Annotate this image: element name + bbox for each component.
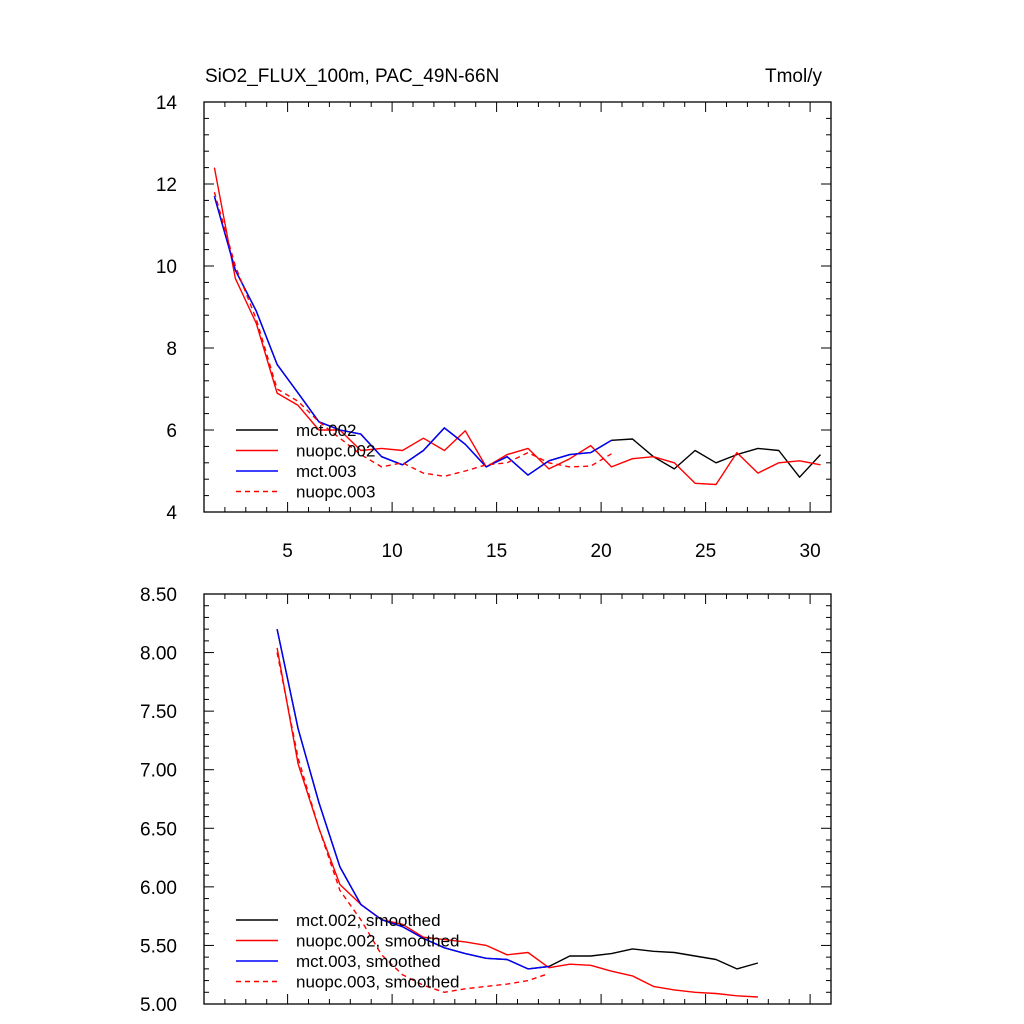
y-tick-label: 14	[156, 93, 178, 114]
y-tick-label: 6	[166, 421, 177, 442]
y-tick-label: 8	[166, 339, 177, 360]
y-tick-label: 5.00	[140, 995, 177, 1016]
x-tick-label: 30	[800, 541, 821, 562]
y-tick-label: 10	[156, 257, 177, 278]
y-tick-label: 12	[156, 175, 177, 196]
y-tick-label: 7.50	[140, 702, 177, 723]
legend-label: mct.002	[296, 421, 356, 440]
y-tick-label: 8.00	[140, 644, 177, 665]
y-tick-label: 6.00	[140, 878, 177, 899]
chart-title: SiO2_FLUX_100m, PAC_49N-66N	[205, 66, 499, 87]
series-line-nuopc-002-smoothed	[276, 647, 758, 998]
x-tick-label: 15	[486, 541, 507, 562]
legend-label: nuopc.003, smoothed	[296, 973, 460, 992]
x-tick-label: 25	[695, 541, 716, 562]
legend-label: nuopc.002, smoothed	[296, 932, 460, 951]
y-tick-label: 7.00	[140, 761, 177, 782]
y-tick-label: 4	[166, 503, 177, 524]
y-tick-label: 6.50	[140, 819, 177, 840]
series-line-nuopc-003	[213, 192, 612, 477]
x-tick-label: 10	[382, 541, 403, 562]
bottom-panel: 5.00 5.50 6.00 6.50 7.00 7.50 8.00 8.50 mct.002,…	[140, 585, 832, 1016]
legend-label: mct.002, smoothed	[296, 911, 441, 930]
y-tick-label: 5.50	[140, 936, 177, 957]
y-tick-label: 8.50	[140, 585, 177, 606]
series-line-mct-003	[213, 196, 612, 476]
legend-label: nuopc.002	[296, 442, 375, 461]
series-line-mct-003-smoothed	[276, 628, 549, 970]
series-line-nuopc-002	[213, 167, 821, 486]
x-tick-label: 20	[591, 541, 612, 562]
legend-label: mct.003	[296, 462, 356, 481]
series-line-nuopc-003-smoothed	[276, 652, 550, 993]
x-tick-label: 5	[282, 541, 293, 562]
legend-label: mct.003, smoothed	[296, 952, 441, 971]
units-label: Tmol/y	[765, 66, 823, 87]
legend-label: nuopc.003	[296, 483, 375, 502]
top-panel: 5 10 15 20 25 30 4 6 8 10 12 14 mct.002 nuopc.002mct.…	[156, 93, 832, 562]
